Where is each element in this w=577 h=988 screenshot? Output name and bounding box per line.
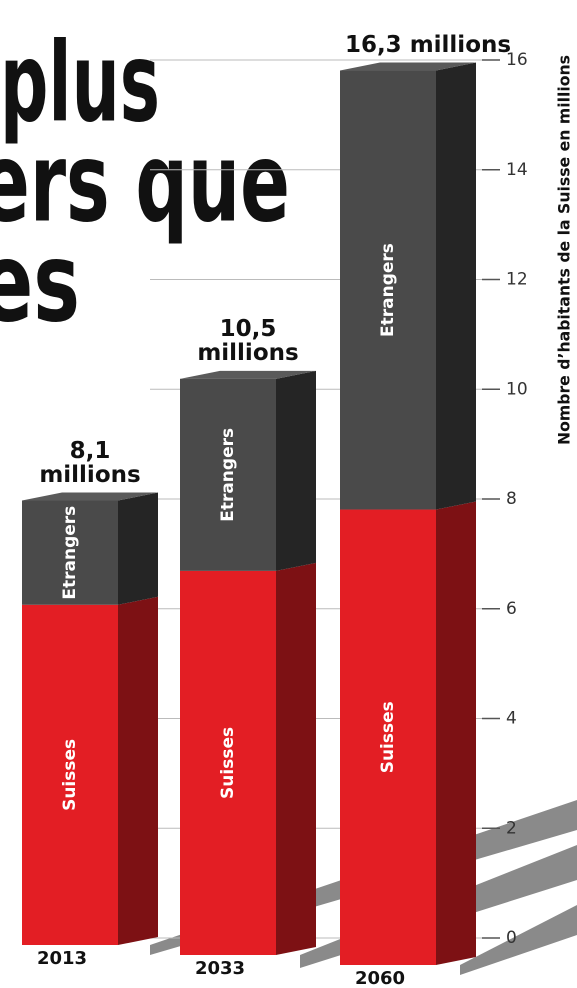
bar-side	[118, 596, 158, 945]
y-tick-label: 10	[506, 379, 528, 399]
x-tick-label: 2060	[355, 968, 405, 988]
segment-label: Suisses	[218, 727, 238, 799]
x-tick-label: 2013	[37, 948, 87, 969]
bar-front	[22, 500, 118, 605]
total-label: 8,1 millions	[39, 437, 141, 488]
bar-top	[22, 492, 158, 501]
total-label: 10,5 millions	[197, 315, 299, 366]
y-tick-label: 14	[506, 160, 528, 180]
bar-top	[340, 62, 476, 71]
title-line: es	[0, 218, 80, 346]
y-axis-label: Nombre d’habitants de la Suisse en milli…	[555, 55, 574, 445]
segment-label: Etrangers	[60, 506, 80, 600]
segment-label: Etrangers	[378, 243, 398, 337]
bar-front	[22, 604, 118, 945]
bar-side	[276, 370, 316, 571]
total-label: 16,3 millions	[344, 31, 512, 58]
bar-front	[340, 509, 436, 965]
y-tick-label: 4	[506, 709, 517, 729]
bar-front	[180, 378, 276, 571]
y-tick-label: 16	[506, 50, 528, 70]
y-tick-label: 6	[506, 599, 517, 619]
y-tick-label: 2	[506, 818, 517, 838]
bar-top	[180, 370, 316, 379]
y-tick-label: 12	[506, 270, 528, 290]
bar-side	[436, 62, 476, 510]
segment-label: Etrangers	[218, 428, 238, 522]
title-line: plus	[0, 18, 160, 146]
bar-front	[340, 70, 436, 510]
y-tick-label: 8	[506, 489, 517, 509]
bar-front	[180, 570, 276, 955]
x-tick-label: 2033	[195, 958, 245, 979]
title-line: ers que	[0, 118, 290, 246]
segment-label: Suisses	[378, 701, 398, 773]
bar-side	[276, 562, 316, 955]
segment-label: Suisses	[60, 739, 80, 811]
y-tick-label: 0	[506, 928, 517, 948]
bar-side	[436, 501, 476, 965]
bar-side	[118, 492, 158, 605]
